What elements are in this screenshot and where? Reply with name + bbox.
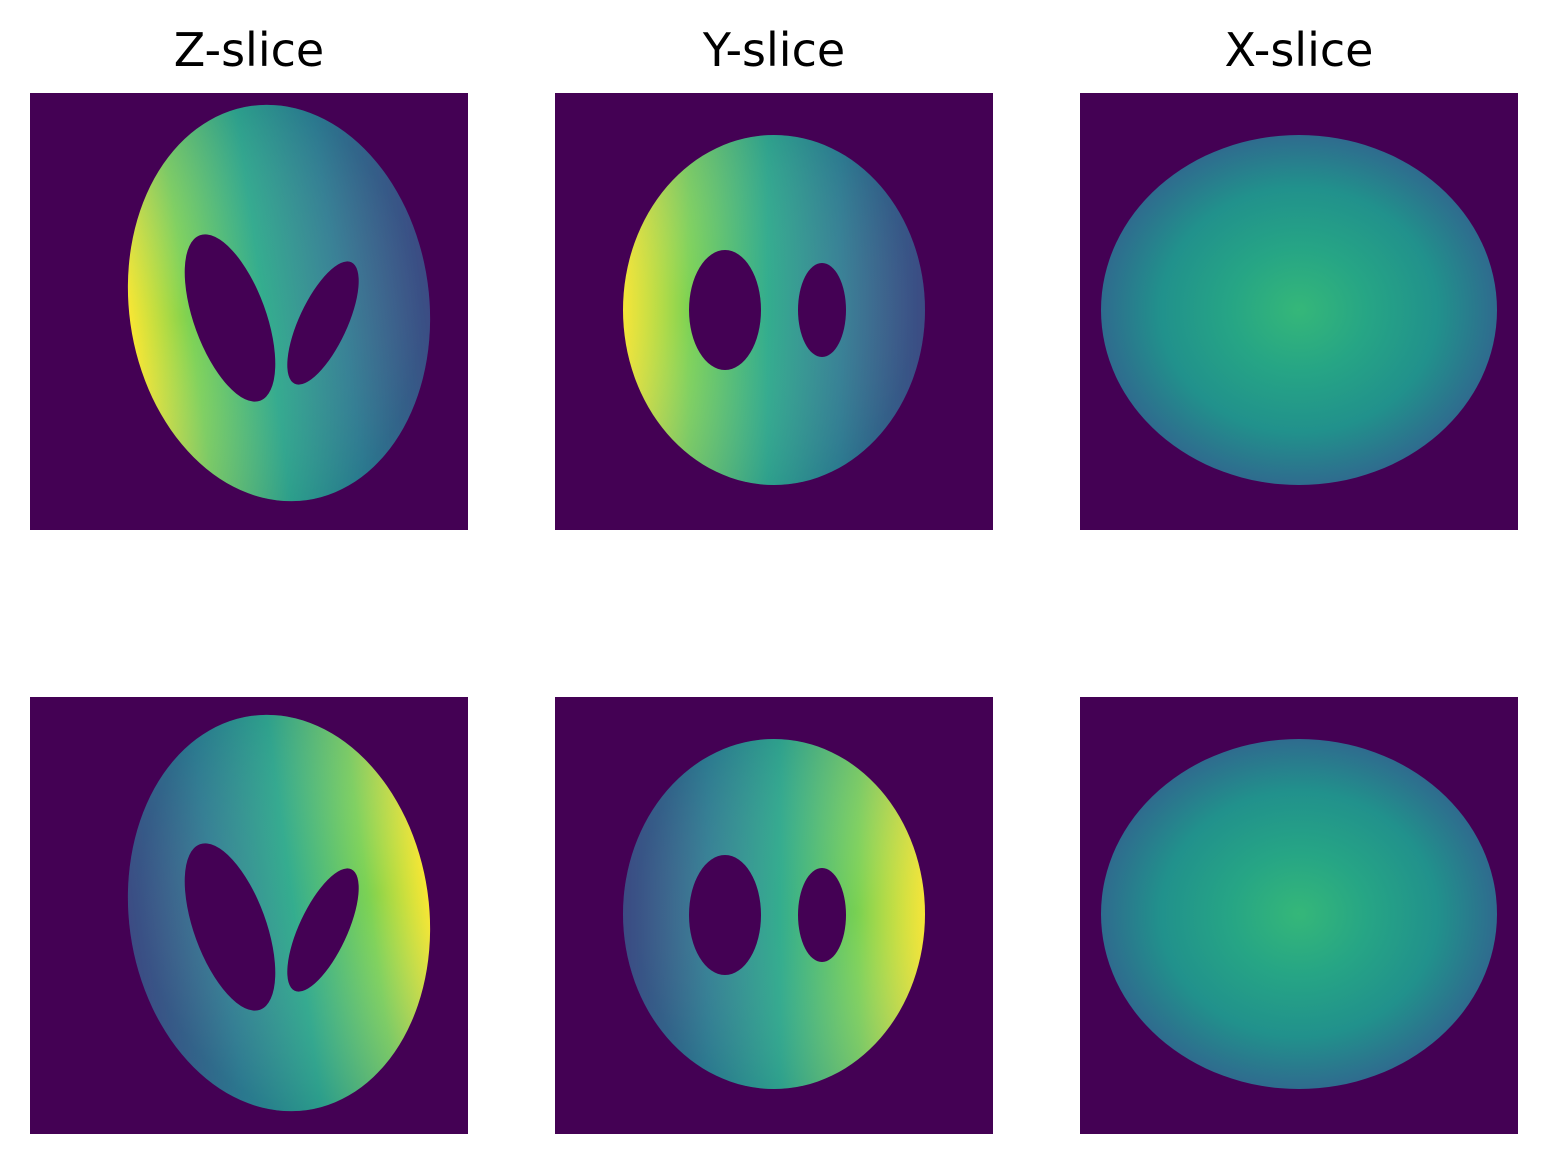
hole-left: [689, 250, 761, 370]
panel-x-slice-row2: [1080, 697, 1518, 1134]
hole-left: [184, 234, 276, 402]
hole-right: [287, 261, 359, 385]
z-slice-heatmap-row2: [30, 697, 468, 1134]
hole-right: [287, 868, 359, 992]
y-slice-heatmap-row2: [555, 697, 993, 1134]
x-slice-title: X-slice: [1224, 23, 1374, 77]
hole-left: [184, 843, 276, 1011]
x-slice-heatmap-row1: [1080, 93, 1518, 530]
phantom-body: [1101, 135, 1497, 485]
y-slice-heatmap-row1: [555, 93, 993, 530]
panel-y-slice-row1: [555, 93, 993, 530]
z-slice-title: Z-slice: [173, 23, 325, 77]
panel-y-slice-row2: [555, 697, 993, 1134]
hole-right: [798, 263, 846, 357]
hole-left: [689, 855, 761, 975]
z-slice-heatmap-row1: [30, 93, 468, 530]
hole-right: [798, 868, 846, 962]
x-slice-heatmap-row2: [1080, 697, 1518, 1134]
y-slice-title: Y-slice: [702, 23, 846, 77]
panel-z-slice-row2: [30, 697, 468, 1134]
phantom-body: [1101, 739, 1497, 1089]
panel-z-slice-row1: [30, 93, 468, 530]
panel-x-slice-row1: [1080, 93, 1518, 530]
